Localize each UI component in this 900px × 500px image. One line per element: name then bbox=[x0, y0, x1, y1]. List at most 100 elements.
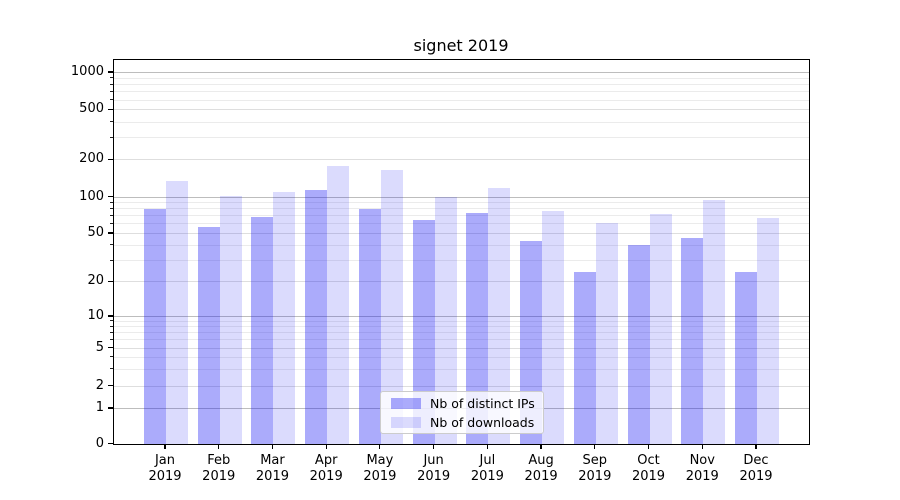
gridline-y-70 bbox=[114, 215, 809, 217]
bar-feb-distinct-ips bbox=[197, 226, 220, 444]
y-tick-5 bbox=[108, 346, 113, 349]
x-tick-dec bbox=[755, 444, 757, 449]
gridline-y-800 bbox=[114, 84, 809, 86]
gridline-y-90 bbox=[114, 202, 809, 204]
gridline-y-80 bbox=[114, 208, 809, 210]
legend-label-downloads: Nb of downloads bbox=[430, 414, 535, 430]
y-minortick-800 bbox=[110, 83, 113, 85]
gridline-y-8 bbox=[114, 326, 809, 328]
gridline-y-900 bbox=[114, 77, 809, 79]
y-tick-1000 bbox=[108, 71, 113, 73]
bar-sep-distinct-ips bbox=[573, 272, 596, 444]
plot-area bbox=[113, 59, 810, 445]
bar-jan-distinct-ips bbox=[144, 208, 166, 444]
gridline-y-500 bbox=[114, 109, 809, 111]
gridline-y-100 bbox=[114, 196, 809, 198]
y-minortick-3 bbox=[110, 368, 113, 370]
bar-nov-downloads bbox=[703, 199, 726, 444]
y-minortick-4 bbox=[110, 356, 113, 358]
legend-row-distinct-ips: Nb of distinct IPs bbox=[381, 395, 543, 411]
y-minortick-900 bbox=[110, 77, 113, 79]
y-tick-label-5: 5 bbox=[95, 339, 104, 355]
y-minortick-7 bbox=[110, 331, 113, 333]
y-minortick-40 bbox=[110, 244, 113, 246]
gridline-y-40 bbox=[114, 244, 809, 246]
bar-jun-downloads bbox=[434, 197, 457, 444]
gridline-y-7 bbox=[114, 332, 809, 334]
x-tick-label-sep: Sep 2019 bbox=[578, 452, 612, 484]
x-tick-label-jan: Jan 2019 bbox=[148, 452, 182, 484]
y-tick-label-200: 200 bbox=[79, 151, 104, 167]
x-tick-feb bbox=[218, 444, 220, 449]
x-tick-jul bbox=[486, 444, 488, 449]
y-tick-500 bbox=[108, 108, 113, 111]
gridline-y-600 bbox=[114, 99, 809, 101]
bar-may-distinct-ips bbox=[358, 208, 381, 444]
bar-jul-distinct-ips bbox=[466, 212, 489, 444]
gridline-y-200 bbox=[114, 159, 809, 161]
bar-dec-downloads bbox=[757, 218, 779, 444]
gridline-y-300 bbox=[114, 137, 809, 139]
gridline-y-3 bbox=[114, 368, 809, 370]
y-tick-200 bbox=[108, 158, 113, 161]
x-tick-jan bbox=[164, 444, 166, 449]
x-tick-oct bbox=[647, 444, 650, 449]
bar-oct-downloads bbox=[649, 214, 672, 444]
x-tick-jun bbox=[433, 444, 435, 449]
y-minortick-30 bbox=[110, 259, 113, 261]
gridline-y-6 bbox=[114, 339, 809, 341]
x-tick-label-apr: Apr 2019 bbox=[309, 452, 343, 484]
gridline-y-4 bbox=[114, 356, 809, 358]
y-minortick-6 bbox=[110, 338, 113, 340]
bar-apr-downloads bbox=[327, 166, 350, 444]
x-tick-mar bbox=[271, 444, 274, 449]
y-minortick-300 bbox=[110, 136, 113, 139]
bar-apr-distinct-ips bbox=[305, 189, 328, 444]
x-tick-label-jun: Jun 2019 bbox=[417, 452, 451, 484]
y-minortick-700 bbox=[110, 90, 113, 92]
x-tick-label-may: May 2019 bbox=[363, 452, 397, 484]
y-minortick-9 bbox=[110, 320, 113, 322]
y-tick-label-20: 20 bbox=[87, 273, 104, 289]
bar-jan-downloads bbox=[166, 180, 188, 444]
x-tick-sep bbox=[594, 444, 596, 449]
y-tick-0 bbox=[108, 442, 113, 445]
y-minortick-400 bbox=[110, 121, 113, 123]
gridline-y-20 bbox=[114, 281, 809, 283]
bar-dec-distinct-ips bbox=[735, 272, 757, 444]
gridline-y-2 bbox=[114, 385, 809, 387]
x-tick-label-nov: Nov 2019 bbox=[685, 452, 719, 484]
x-tick-nov bbox=[701, 444, 703, 449]
gridline-y-700 bbox=[114, 91, 809, 93]
bar-nov-distinct-ips bbox=[681, 237, 704, 444]
y-minortick-8 bbox=[110, 325, 113, 327]
legend-label-distinct-ips: Nb of distinct IPs bbox=[430, 395, 535, 411]
y-tick-label-0: 0 bbox=[95, 435, 104, 451]
gridline-y-10 bbox=[114, 316, 809, 317]
y-tick-label-1: 1 bbox=[95, 400, 104, 416]
y-tick-label-2: 2 bbox=[95, 377, 104, 393]
bar-oct-distinct-ips bbox=[627, 245, 650, 444]
bar-mar-downloads bbox=[273, 191, 296, 444]
y-tick-1 bbox=[108, 407, 113, 409]
y-tick-label-500: 500 bbox=[79, 101, 104, 117]
x-tick-label-jul: Jul 2019 bbox=[470, 452, 504, 484]
y-tick-10 bbox=[108, 315, 113, 317]
y-tick-50 bbox=[108, 232, 113, 234]
y-minortick-70 bbox=[110, 214, 113, 216]
legend-swatch-downloads bbox=[391, 416, 421, 428]
x-tick-may bbox=[379, 444, 381, 449]
x-tick-label-feb: Feb 2019 bbox=[202, 452, 236, 484]
legend-row-downloads: Nb of downloads bbox=[381, 414, 543, 430]
gridline-y-1000 bbox=[114, 72, 809, 74]
gridline-y-5 bbox=[114, 347, 809, 349]
gridline-y-60 bbox=[114, 223, 809, 225]
gridline-y-400 bbox=[114, 121, 809, 123]
bar-mar-distinct-ips bbox=[251, 217, 274, 444]
x-tick-label-aug: Aug 2019 bbox=[524, 452, 558, 484]
y-tick-label-100: 100 bbox=[79, 188, 104, 204]
y-minortick-80 bbox=[110, 207, 113, 209]
legend: Nb of distinct IPs Nb of downloads bbox=[380, 391, 544, 434]
x-tick-label-oct: Oct 2019 bbox=[631, 452, 666, 484]
